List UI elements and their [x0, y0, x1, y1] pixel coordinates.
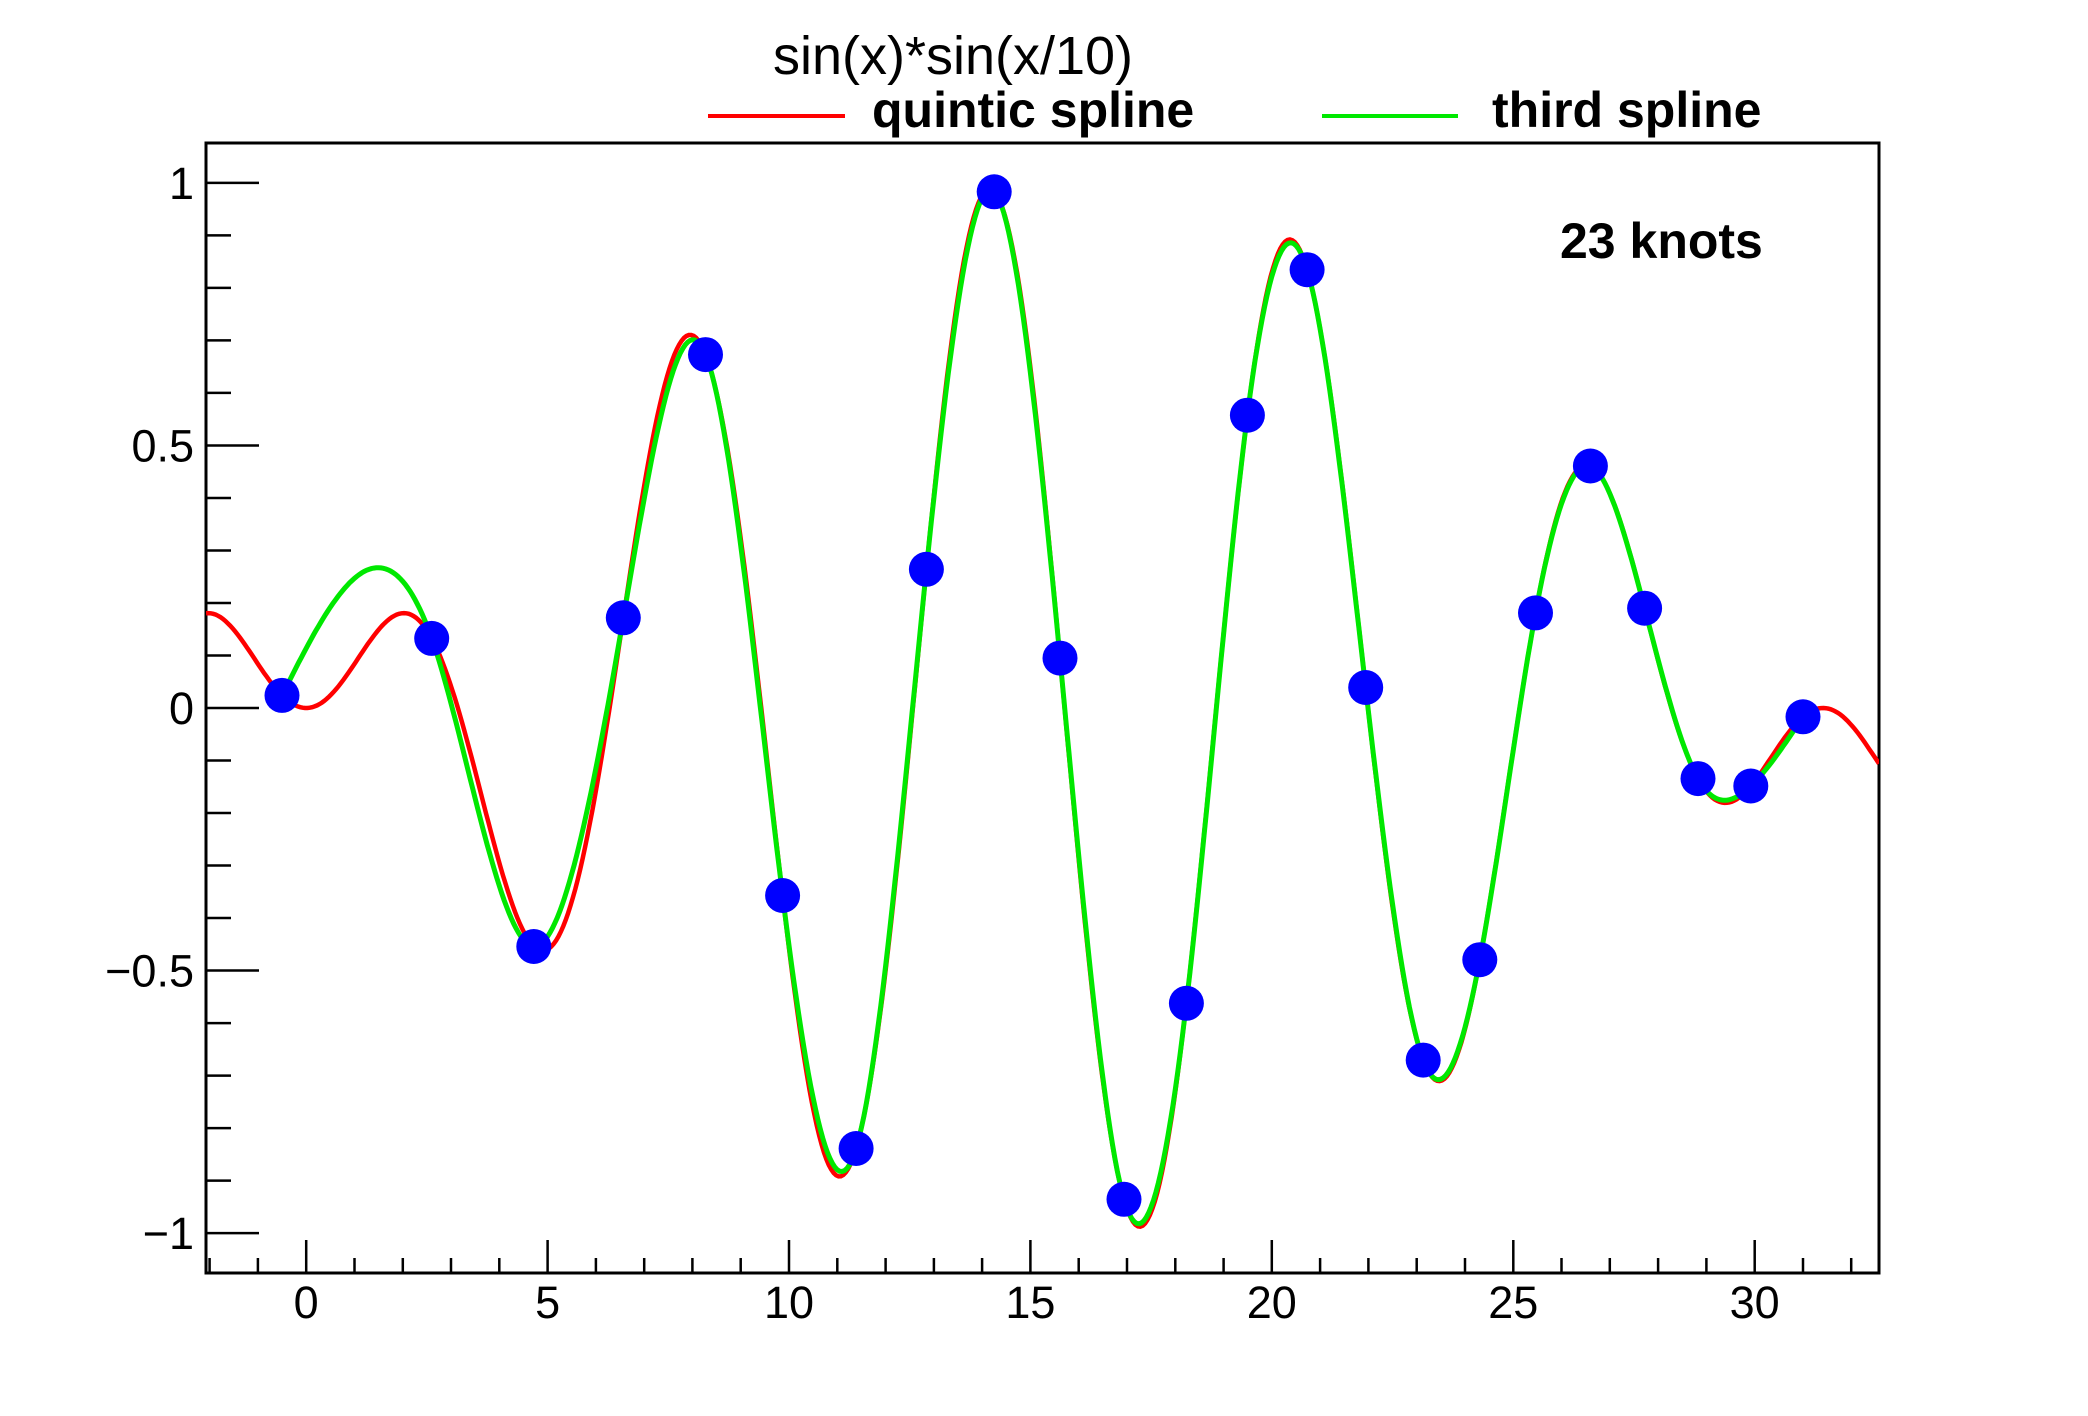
curves — [206, 187, 1879, 1230]
x-tick-label: 5 — [535, 1277, 560, 1328]
knot-marker — [1042, 640, 1078, 676]
knot-marker — [264, 677, 300, 713]
knot-marker — [1229, 397, 1265, 433]
third-spline-curve — [279, 187, 1806, 1227]
y-tick-label: −0.5 — [105, 946, 194, 997]
knot-marker — [1106, 1181, 1142, 1217]
x-axis-ticks — [208, 1240, 1853, 1273]
knot-marker — [765, 878, 801, 913]
knot-marker — [688, 337, 723, 373]
quintic-spline-curve — [206, 187, 1879, 1230]
x-tick-label: 20 — [1247, 1277, 1297, 1328]
x-tick-label: 15 — [1005, 1277, 1055, 1328]
knot-marker — [516, 929, 552, 964]
knot-marker — [605, 600, 641, 636]
y-axis-ticks — [206, 181, 259, 1235]
knot-marker — [1289, 252, 1325, 288]
knots-annotation: 23 knots — [1560, 213, 1763, 269]
x-tick-label: 25 — [1488, 1277, 1538, 1328]
knot-marker — [1168, 985, 1204, 1021]
knot-marker — [414, 620, 450, 656]
knot-marker — [1785, 699, 1821, 735]
knot-marker — [1680, 761, 1716, 797]
y-tick-label: 0.5 — [131, 421, 194, 472]
knot-marker — [1348, 670, 1384, 705]
knot-marker — [1462, 942, 1498, 978]
knot-marker — [1627, 590, 1663, 626]
x-tick-label: 30 — [1730, 1277, 1780, 1328]
knot-marker — [1572, 448, 1608, 484]
y-tick-label: 0 — [169, 683, 194, 734]
x-axis-labels: 0 5 10 15 20 25 30 — [294, 1277, 1780, 1328]
legend-third-label: third spline — [1492, 82, 1761, 138]
y-tick-label: −1 — [143, 1208, 194, 1259]
knot-markers — [264, 174, 1821, 1217]
y-tick-label: 1 — [169, 158, 194, 209]
knot-marker — [838, 1131, 874, 1166]
y-axis-labels: −1 −0.5 0 0.5 1 — [105, 158, 194, 1259]
knot-marker — [1405, 1042, 1441, 1078]
legend-quintic-label: quintic spline — [872, 82, 1194, 138]
knot-marker — [1733, 768, 1769, 804]
x-tick-label: 0 — [294, 1277, 319, 1328]
knot-marker — [976, 174, 1012, 210]
legend: quintic spline third spline — [708, 82, 1761, 138]
chart-title: sin(x)*sin(x/10) — [773, 26, 1133, 86]
plot-frame — [204, 141, 1881, 1275]
knot-marker — [1518, 595, 1553, 631]
x-tick-label: 10 — [764, 1277, 814, 1328]
knot-marker — [908, 551, 944, 587]
